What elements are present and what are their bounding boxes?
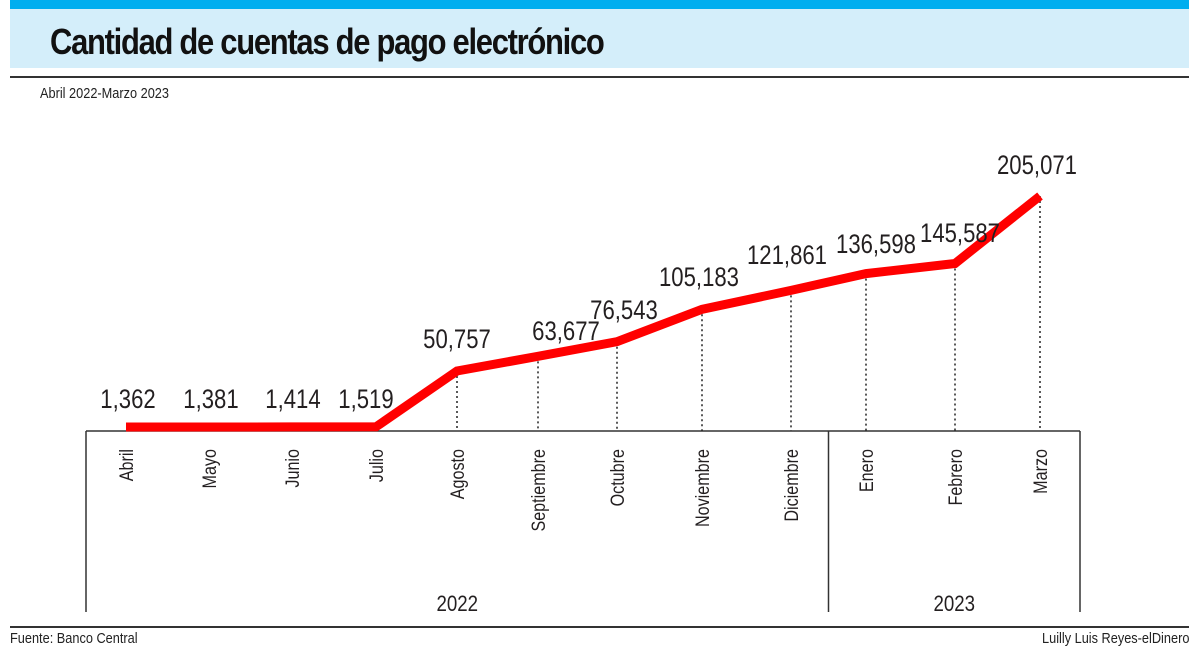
year-label: 2023 (933, 593, 975, 617)
data-label: 63,677 (532, 317, 600, 347)
page-title: Cantidad de cuentas de pago electrónico (50, 21, 605, 62)
data-label: 145,587 (920, 219, 1000, 249)
x-tick-label: Mayo (199, 449, 221, 489)
x-tick-label: Julio (366, 449, 388, 482)
year-label: 2022 (436, 593, 478, 617)
data-label: 1,519 (338, 385, 393, 415)
series-line (126, 192, 1043, 432)
data-label: 205,071 (997, 151, 1077, 181)
footer-divider (10, 626, 1189, 628)
accent-strip (10, 0, 1189, 9)
data-label: 136,598 (836, 230, 916, 260)
data-label: 105,183 (659, 263, 739, 293)
author-credit: Luilly Luis Reyes-elDinero (1041, 630, 1189, 647)
x-tick-label: Agosto (447, 449, 469, 499)
data-label: 1,362 (100, 385, 155, 415)
data-label: 76,543 (590, 296, 658, 326)
chart-subtitle: Abril 2022-Marzo 2023 (40, 85, 170, 102)
data-label: 1,381 (183, 385, 238, 415)
x-tick-label: Marzo (1030, 449, 1052, 494)
x-tick-label: Octubre (607, 449, 629, 507)
header-divider (10, 76, 1189, 78)
data-label: 50,757 (423, 325, 491, 355)
x-tick-label: Abril (116, 449, 138, 481)
data-label: 121,861 (747, 241, 827, 271)
x-tick-label: Septiembre (528, 449, 550, 532)
title-banner: Cantidad de cuentas de pago electrónico (10, 9, 1189, 68)
x-tick-label: Enero (856, 449, 878, 492)
x-tick-label: Noviembre (692, 449, 714, 527)
source-note: Fuente: Banco Central (10, 630, 138, 647)
x-tick-label: Diciembre (781, 449, 803, 522)
data-label: 1,414 (265, 385, 320, 415)
x-tick-label: Junio (282, 449, 304, 488)
x-tick-label: Febrero (945, 449, 967, 506)
